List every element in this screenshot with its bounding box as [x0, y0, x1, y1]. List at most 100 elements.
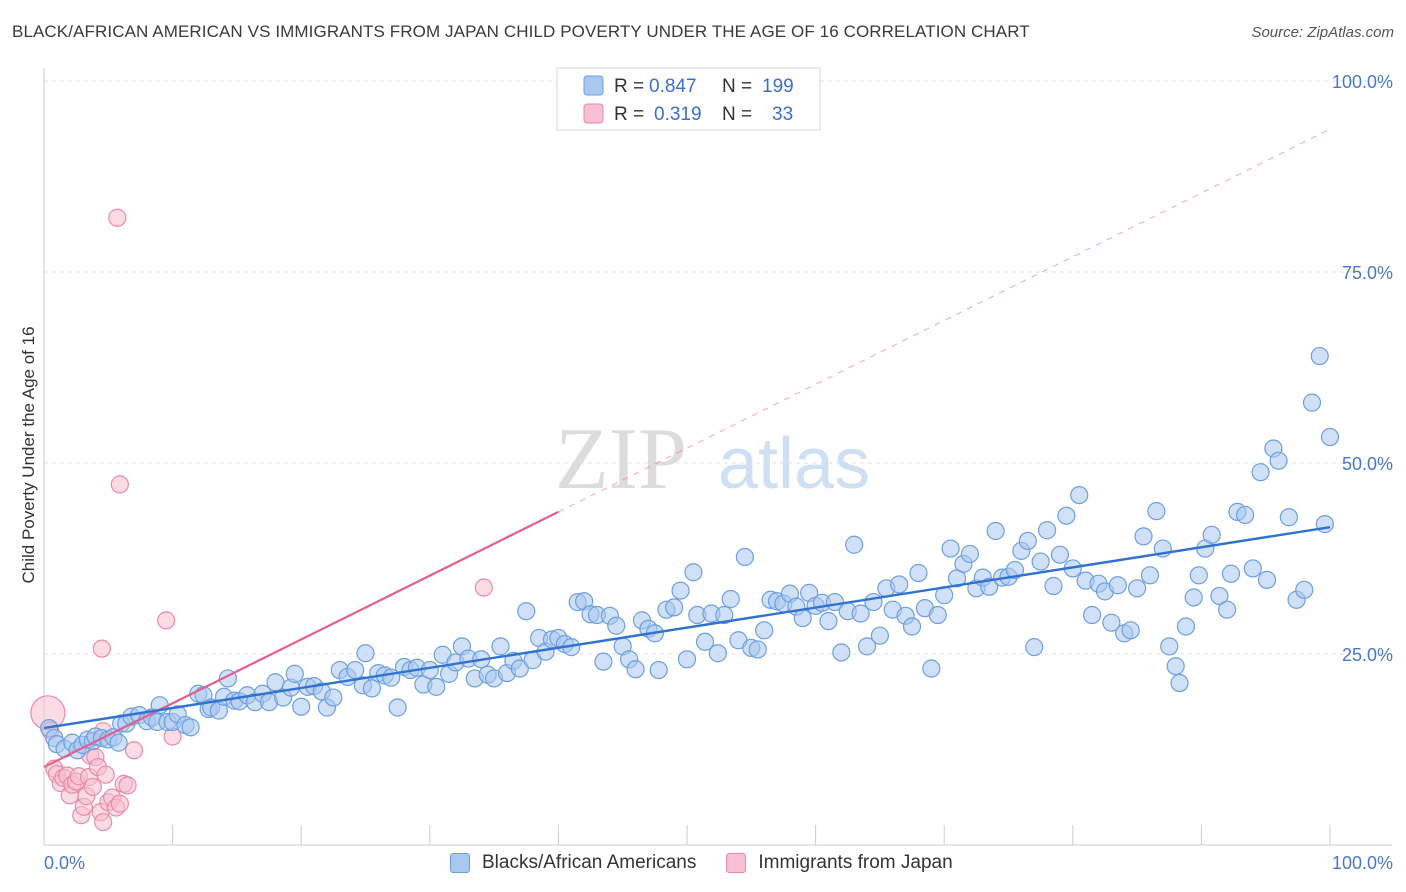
- data-point-blacks: [266, 673, 285, 692]
- legend-label: Blacks/African Americans: [482, 852, 697, 873]
- data-point-blacks: [1210, 586, 1229, 606]
- legend-n-value: 33: [772, 104, 793, 125]
- legend-item-japan: Immigrants from Japan: [726, 852, 953, 874]
- correlation-legend: R = 0.847 N = 199 R = 0.319 N = 33: [556, 67, 821, 131]
- legend-n-label: N =: [722, 104, 752, 125]
- data-point-blacks: [1295, 580, 1314, 599]
- source-credit: Source: ZipAtlas.com: [1251, 24, 1394, 41]
- grid-lines: [44, 80, 1392, 655]
- data-point-blacks: [721, 589, 740, 609]
- legend-swatch-pink: [583, 103, 604, 124]
- data-point-blacks: [1176, 617, 1196, 636]
- data-point-blacks: [684, 563, 703, 582]
- x-tick-label: 100.0%: [1332, 853, 1393, 873]
- data-point-blacks: [626, 660, 645, 679]
- data-point-japan: [108, 208, 127, 227]
- data-point-blacks: [1044, 576, 1063, 596]
- data-point-blacks: [832, 643, 851, 662]
- data-point-blacks: [1005, 560, 1025, 580]
- data-point-blacks: [671, 581, 690, 600]
- data-point-blacks: [857, 637, 877, 656]
- data-point-blacks: [1031, 552, 1050, 571]
- data-point-blacks: [1243, 559, 1262, 578]
- axes: [43, 68, 1392, 846]
- legend-n-label: N =: [722, 76, 752, 97]
- data-point-blacks: [1279, 508, 1298, 527]
- data-point-blacks: [1202, 525, 1221, 544]
- data-point-blacks: [1160, 637, 1179, 656]
- data-point-blacks: [181, 718, 200, 737]
- data-point-blacks: [491, 637, 510, 656]
- chart-title: BLACK/AFRICAN AMERICAN VS IMMIGRANTS FRO…: [12, 22, 1030, 41]
- data-point-blacks: [941, 539, 960, 558]
- data-point-blacks: [1236, 505, 1255, 525]
- data-point-blacks: [1082, 605, 1102, 625]
- watermark-atlas: atlas: [718, 424, 870, 504]
- data-point-japan: [110, 794, 129, 813]
- legend-r-label: R =: [614, 104, 644, 125]
- data-point-blacks: [1269, 451, 1288, 470]
- data-point-blacks: [1218, 600, 1237, 619]
- data-point-blacks: [677, 650, 697, 669]
- data-point-blacks: [845, 535, 864, 554]
- data-point-blacks: [960, 544, 980, 564]
- y-tick-label: 50.0%: [1342, 454, 1393, 474]
- legend-label: Immigrants from Japan: [758, 852, 953, 873]
- trend-line-japan: [43, 510, 559, 769]
- watermark: ZIP atlas: [555, 411, 870, 508]
- y-tick-label: 25.0%: [1342, 645, 1393, 665]
- tick-labels: 25.0% 50.0% 75.0% 100.0% 0.0% 100.0%: [44, 72, 1393, 873]
- data-point-blacks: [851, 604, 870, 623]
- y-tick-label: 75.0%: [1342, 263, 1393, 283]
- data-point-blacks: [890, 575, 909, 594]
- data-point-blacks: [1070, 485, 1089, 505]
- data-point-blacks: [755, 621, 774, 640]
- data-point-blacks: [1147, 502, 1166, 521]
- data-point-blacks: [980, 577, 999, 596]
- data-point-blacks: [420, 660, 439, 680]
- data-point-blacks: [1310, 346, 1329, 366]
- legend-n-value: 199: [762, 76, 794, 97]
- legend-swatch-blue: [450, 853, 470, 873]
- data-point-blacks: [1189, 566, 1208, 585]
- data-point-blacks: [902, 617, 922, 636]
- legend-r-label: R =: [614, 76, 644, 97]
- data-point-blacks: [735, 547, 754, 567]
- trend-line-blacks: [43, 525, 1331, 730]
- data-point-blacks: [928, 605, 947, 625]
- legend-r-value: 0.847: [649, 76, 697, 97]
- data-point-blacks: [1221, 564, 1241, 583]
- legend-swatch-blue: [583, 75, 604, 96]
- data-point-blacks: [324, 688, 343, 707]
- data-point-blacks: [748, 640, 767, 659]
- data-point-blacks: [1127, 579, 1147, 598]
- data-point-blacks: [510, 659, 529, 678]
- data-point-blacks: [715, 605, 734, 625]
- data-point-blacks: [427, 677, 446, 696]
- data-point-blacks: [1184, 588, 1203, 607]
- data-point-blacks: [922, 659, 941, 678]
- data-point-blacks: [1257, 570, 1277, 589]
- data-point-blacks: [292, 697, 311, 716]
- data-point-blacks: [986, 521, 1005, 541]
- data-point-japan: [92, 639, 111, 658]
- data-point-blacks: [665, 598, 684, 617]
- series-legend: Blacks/African Americans Immigrants from…: [450, 852, 983, 874]
- series-blacks-african-americans: [40, 346, 1340, 760]
- data-point-blacks: [517, 602, 536, 621]
- data-point-blacks: [909, 563, 928, 583]
- data-point-blacks: [356, 644, 375, 663]
- data-point-japan: [157, 611, 176, 630]
- data-point-blacks: [819, 612, 838, 631]
- data-point-blacks: [1057, 506, 1076, 525]
- data-point-blacks: [1134, 527, 1153, 546]
- data-point-japan: [83, 777, 102, 797]
- y-axis-label: Child Poverty Under the Age of 16: [19, 326, 38, 583]
- data-point-japan: [110, 475, 129, 494]
- watermark-zip: ZIP: [555, 411, 687, 508]
- data-point-blacks: [362, 679, 382, 698]
- data-point-blacks: [1140, 566, 1160, 585]
- data-point-blacks: [1166, 657, 1185, 676]
- data-point-blacks: [1102, 613, 1121, 632]
